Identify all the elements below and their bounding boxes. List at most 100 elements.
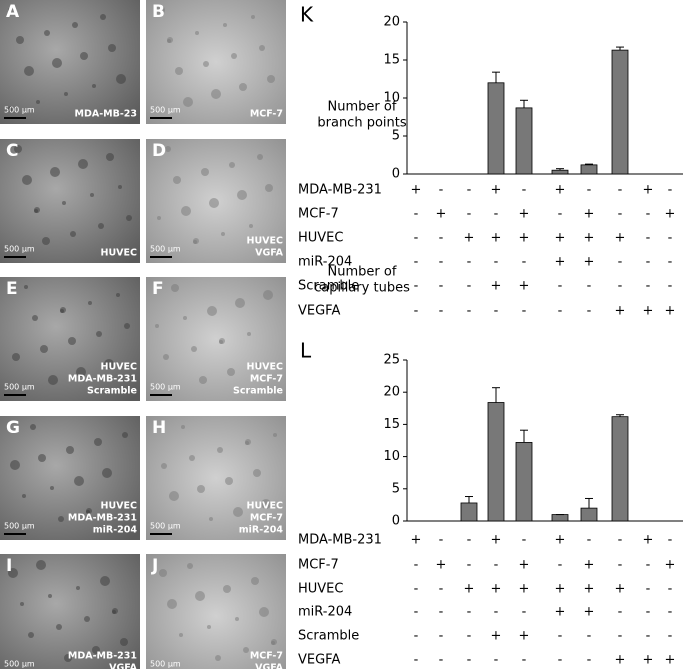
panel-caption: MCF-7	[250, 513, 283, 524]
panel-letter: H	[152, 418, 166, 438]
condition-mark: +	[519, 629, 530, 644]
panel-letter: F	[152, 279, 164, 299]
condition-mark: -	[494, 207, 499, 222]
cell-cluster	[80, 52, 88, 60]
condition-mark: -	[467, 629, 472, 644]
cell-cluster	[42, 237, 50, 245]
condition-name: MDA-MB-231	[298, 533, 382, 548]
condition-mark: -	[439, 629, 444, 644]
cell-cluster	[155, 5, 165, 15]
condition-mark: -	[668, 231, 673, 246]
condition-mark: -	[618, 207, 623, 222]
cell-cluster	[203, 61, 209, 67]
cell-cluster	[76, 367, 86, 377]
cell-cluster	[48, 375, 58, 385]
cell-cluster	[169, 491, 179, 501]
condition-mark: +	[411, 183, 422, 198]
scale-label: 500 µm	[4, 383, 35, 392]
condition-mark: +	[555, 255, 566, 270]
cell-cluster	[120, 638, 128, 646]
cell-cluster	[237, 190, 247, 200]
panel-caption: MCF-7	[250, 651, 283, 662]
cell-cluster	[66, 446, 74, 454]
panel-caption: Scramble	[87, 386, 137, 397]
error-bar	[585, 497, 593, 509]
cell-cluster	[36, 100, 40, 104]
cell-cluster	[74, 476, 84, 486]
bar	[487, 82, 505, 175]
condition-mark: -	[467, 279, 472, 294]
bar	[580, 507, 598, 522]
cell-cluster	[209, 198, 219, 208]
condition-name: MCF-7	[298, 558, 339, 573]
condition-mark: -	[414, 279, 419, 294]
panel-caption: VGFA	[255, 663, 284, 669]
condition-name: miR-204	[298, 255, 352, 270]
cell-cluster	[197, 485, 205, 493]
condition-mark: +	[643, 183, 654, 198]
condition-mark: -	[494, 558, 499, 573]
panel-caption: VGFA	[255, 248, 284, 259]
cell-cluster	[261, 499, 271, 509]
cell-cluster	[14, 145, 22, 153]
cell-cluster	[193, 238, 199, 244]
cell-cluster	[12, 353, 20, 361]
condition-mark: +	[615, 231, 626, 246]
bar	[611, 49, 629, 175]
panel-caption: MCF-7	[250, 374, 283, 385]
cell-cluster	[38, 454, 46, 462]
panel-caption: HUVEC	[101, 501, 138, 512]
cell-cluster	[106, 153, 114, 161]
condition-mark: -	[646, 279, 651, 294]
condition-mark: -	[668, 183, 673, 198]
micrograph	[146, 277, 286, 401]
panel-caption: HUVEC	[247, 236, 284, 247]
condition-mark: -	[414, 605, 419, 620]
cell-cluster	[52, 58, 62, 68]
panel-caption: HUVEC	[247, 501, 284, 512]
bar	[515, 442, 533, 522]
condition-mark: -	[618, 605, 623, 620]
cell-cluster	[58, 516, 64, 522]
cell-cluster	[8, 568, 18, 578]
cell-cluster	[195, 31, 199, 35]
condition-mark: +	[519, 582, 530, 597]
cell-cluster	[24, 285, 28, 289]
condition-mark: +	[519, 207, 530, 222]
panel-caption: HUVEC	[247, 362, 284, 373]
condition-name: HUVEC	[298, 582, 343, 597]
cell-cluster	[122, 432, 128, 438]
condition-mark: -	[467, 304, 472, 319]
condition-mark: +	[555, 231, 566, 246]
condition-mark: +	[665, 304, 676, 319]
bar	[551, 169, 569, 175]
cell-cluster	[251, 577, 259, 585]
condition-mark: -	[522, 533, 527, 548]
condition-mark: -	[558, 279, 563, 294]
condition-name: MCF-7	[298, 207, 339, 222]
condition-mark: -	[587, 629, 592, 644]
y-tick-label: 10	[383, 91, 400, 106]
cell-cluster	[179, 633, 183, 637]
condition-mark: -	[439, 279, 444, 294]
condition-name: miR-204	[298, 605, 352, 620]
condition-mark: +	[584, 605, 595, 620]
condition-mark: -	[587, 279, 592, 294]
cell-cluster	[116, 293, 120, 297]
cell-cluster	[70, 231, 76, 237]
condition-mark: -	[646, 207, 651, 222]
condition-mark: -	[668, 605, 673, 620]
condition-mark: -	[467, 605, 472, 620]
cell-cluster	[273, 433, 277, 437]
condition-mark: -	[467, 183, 472, 198]
y-axis-label: Number of	[328, 100, 397, 115]
condition-mark: -	[414, 582, 419, 597]
cell-cluster	[225, 477, 233, 485]
cell-cluster	[217, 447, 223, 453]
condition-mark: +	[584, 207, 595, 222]
cell-cluster	[233, 507, 243, 517]
condition-mark: -	[467, 207, 472, 222]
scale-label: 500 µm	[4, 660, 35, 669]
cell-cluster	[24, 66, 34, 76]
